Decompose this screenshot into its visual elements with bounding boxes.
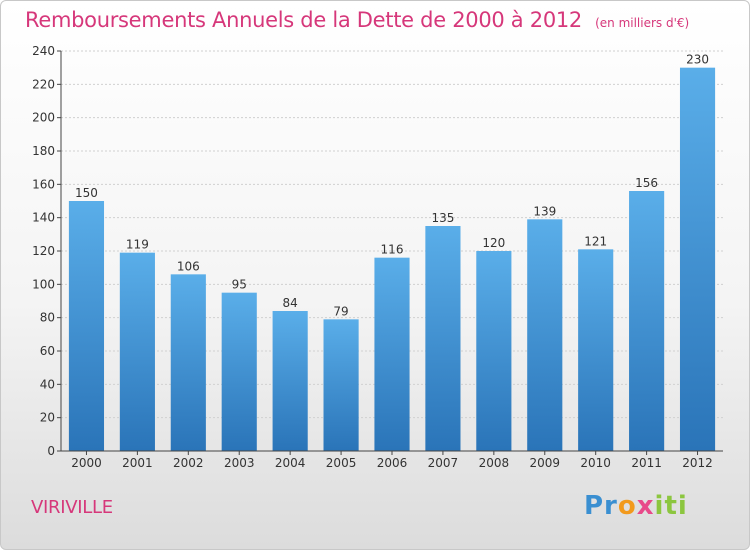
y-tick-label: 120: [32, 244, 55, 258]
bar-value-label: 95: [232, 278, 247, 292]
bar: [578, 249, 614, 451]
x-tick-label: 2010: [580, 456, 611, 470]
commune-name: VIRIVILLE: [31, 497, 113, 518]
x-tick-label: 2006: [377, 456, 408, 470]
bar: [527, 219, 563, 451]
bar-value-label: 121: [584, 234, 607, 248]
bar: [119, 252, 155, 451]
bar-value-label: 119: [126, 238, 149, 252]
x-tick-label: 2008: [479, 456, 510, 470]
proxiti-logo[interactable]: Proxiti: [584, 491, 688, 521]
bar-value-label: 135: [431, 211, 454, 225]
bar-value-label: 230: [686, 53, 709, 67]
chart-subtitle: (en milliers d'€): [595, 16, 690, 30]
bar-value-label: 150: [75, 186, 98, 200]
bar: [425, 226, 461, 451]
y-tick-label: 20: [40, 411, 55, 425]
bars: 150 119 106 95 84 79 116 135 120 139 121 156 230: [68, 53, 716, 452]
bar-value-label: 116: [381, 243, 404, 257]
y-tick-label: 40: [40, 377, 55, 391]
x-tick-label: 2005: [326, 456, 357, 470]
x-tick-label: 2012: [682, 456, 713, 470]
y-tick-label: 240: [32, 44, 55, 58]
y-tick-label: 80: [40, 311, 55, 325]
x-tick-label: 2000: [71, 456, 102, 470]
y-tick-label: 160: [32, 177, 55, 191]
bar: [629, 191, 665, 451]
x-tick-label: 2001: [122, 456, 153, 470]
y-tick-label: 220: [32, 77, 55, 91]
x-tick-label: 2009: [529, 456, 560, 470]
x-tick-label: 2002: [173, 456, 204, 470]
bar: [68, 201, 105, 451]
y-tick-label: 100: [32, 277, 55, 291]
x-tick-label: 2003: [224, 456, 255, 470]
chart-title: Remboursements Annuels de la Dette de 20…: [25, 8, 582, 32]
y-tick-label: 140: [32, 211, 55, 225]
bar: [679, 67, 716, 452]
bar: [272, 311, 308, 451]
bar-value-label: 79: [333, 304, 348, 318]
bar-value-label: 139: [533, 204, 556, 218]
bar: [374, 257, 410, 451]
bar-value-label: 106: [177, 259, 200, 273]
y-tick-label: 200: [32, 111, 55, 125]
bar: [170, 274, 206, 451]
title-row: Remboursements Annuels de la Dette de 20…: [25, 8, 689, 32]
axes: 0 20 40 60 80 100 120 140 160 180 200 220 240 2000 200…: [32, 44, 723, 470]
bar-value-label: 156: [635, 176, 658, 190]
x-tick-label: 2007: [428, 456, 459, 470]
bar-value-label: 120: [482, 236, 505, 250]
bar: [476, 251, 512, 451]
y-tick-label: 0: [47, 444, 55, 458]
bar: [221, 292, 257, 451]
y-tick-label: 60: [40, 344, 55, 358]
bar: [323, 319, 359, 451]
bar-value-label: 84: [283, 296, 298, 310]
y-tick-label: 180: [32, 144, 55, 158]
x-tick-label: 2004: [275, 456, 306, 470]
x-tick-label: 2011: [631, 456, 662, 470]
